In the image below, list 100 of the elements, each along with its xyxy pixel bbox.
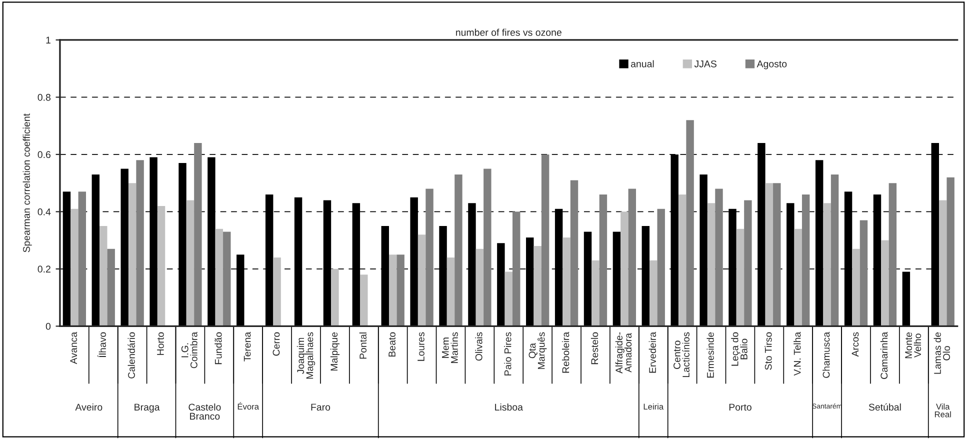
bar [620,212,628,326]
x-tick-label: Arcos [852,332,859,357]
bar [157,206,166,326]
y-tick-label: 0.2 [38,266,50,273]
bar [136,160,144,326]
text: Évora [238,402,259,410]
bar [707,203,716,326]
text: Braga [134,404,160,413]
text: Lisboa [495,403,523,411]
y-tick-label: 0.8 [38,94,51,101]
bar [215,228,224,326]
x-tick-label: Qta Marquês [528,332,547,369]
text: Setúbal [868,403,901,411]
x-tick-label: Terena [244,332,251,362]
x-tick-label: V.N. Telha [794,332,801,376]
y-tick-label: 1 [46,36,50,44]
x-tick-label: Ermesinde [706,332,714,378]
bar [208,157,216,326]
bar [773,183,781,326]
bar [446,257,455,326]
x-tick-label: I.G. Coimbra [181,332,198,368]
x-tick-label: Reboleira [562,332,570,373]
bar [100,226,108,326]
bar [744,200,752,326]
chart-title: number of fires vs ozone [456,28,562,36]
y-tick-label: 0 [46,322,51,330]
text: Castelo Branco [188,403,221,420]
bar [128,183,136,326]
text: Vila Real [934,403,951,418]
bar [186,200,194,326]
text: Faro [311,404,330,411]
x-tick-label: Horto [157,332,164,355]
bar [678,194,686,326]
bar [830,174,839,326]
bar [794,228,802,326]
bar [650,260,658,326]
x-tick-label: Paio Pires [504,332,512,376]
x-tick-label: Monte Velho [905,332,922,358]
bar [888,183,897,326]
bar [860,220,868,326]
bar [70,208,78,326]
bar [92,174,100,326]
bar [628,188,636,326]
bar [802,194,810,326]
x-tick-label: Alfragide-Amadora [615,332,632,374]
x-tick-label: Avanca [70,332,78,364]
bar [686,120,694,326]
bar [570,180,578,326]
x-tick-label: Lamas de Olo [934,332,950,374]
bar [765,183,774,326]
x-tick-label: Camarinha [880,332,888,379]
y-tick-label: 0.6 [38,151,50,158]
legend-label: Agosto [756,60,787,70]
bar [484,168,492,326]
x-tick-label: Joaquim Magalhaes [296,332,316,379]
bar [294,197,302,326]
x-tick-label: Calendário [128,332,135,378]
x-tick-label: Ílhavo [97,332,106,358]
bar [396,254,404,326]
x-tick-label: Mem Martins [442,332,458,363]
bar [454,174,462,326]
bar [584,232,592,326]
x-tick-label: Malpique [330,332,340,371]
x-tick-label: Loures [418,332,424,361]
x-tick-label: Ervedeira [648,332,656,373]
bar [194,142,202,326]
bar [534,246,542,326]
x-tick-label: Leça do Balio [731,332,748,366]
bar [786,203,794,326]
y-axis-title: Spearman correlation coefficient [22,114,32,252]
bar [512,212,520,326]
x-tick-label: Restelo [590,332,598,364]
bar [938,200,947,326]
bar [592,260,600,326]
bar [388,254,397,326]
y-tick-label: 0.4 [38,208,51,216]
text: Leiria [644,403,664,410]
x-tick-label: Sto Tirso [764,332,772,370]
bar [273,257,281,326]
bar [497,243,505,326]
x-tick-label: Fundão [214,332,222,364]
legend-label: anual [631,60,654,68]
bar [852,248,860,326]
bar [331,268,339,326]
x-tick-label: Pontal [359,332,367,359]
bar [612,232,621,326]
bar [476,248,484,326]
bar [599,194,608,326]
bar [360,274,368,326]
bar [881,240,889,326]
bar [715,188,723,326]
bar [107,248,115,326]
text: Porto [729,404,752,411]
bar [823,203,831,326]
x-tick-label: Chamusca [822,332,830,378]
bar [657,208,665,326]
bar [700,174,708,326]
bar [223,232,231,326]
bar [902,272,910,326]
x-tick-label: Beato [388,332,396,357]
